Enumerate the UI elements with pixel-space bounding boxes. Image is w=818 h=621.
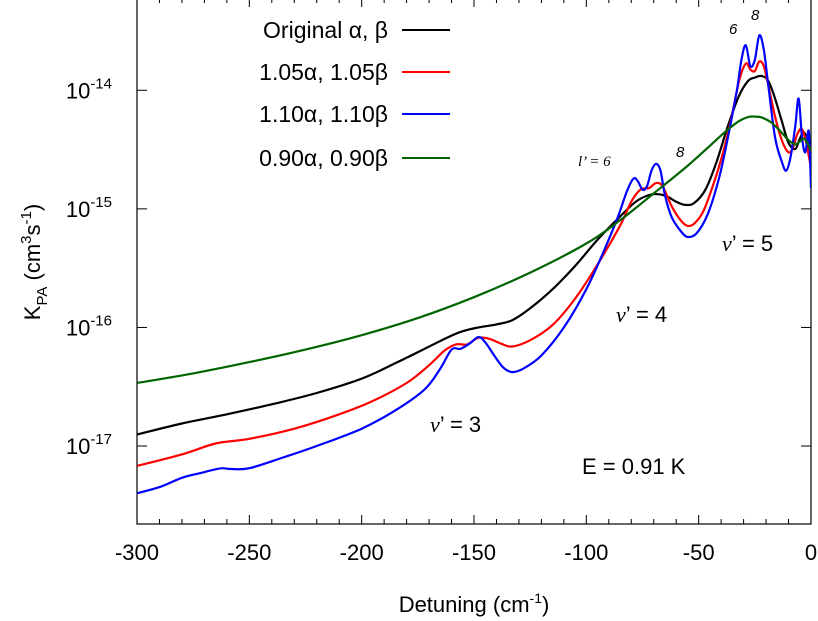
y-axis-title-end: ) xyxy=(20,204,45,211)
legend: Original α, β 1.05α, 1.05β 1.10α, 1.10β … xyxy=(259,17,450,171)
annotation-v4-value: ’ = 4 xyxy=(626,302,667,327)
y-axis-title: KPA (cm3s-1) xyxy=(18,204,51,320)
legend-entry-090: 0.90α, 0.90β xyxy=(259,145,450,171)
x-tick-label: -250 xyxy=(227,540,271,565)
legend-label-105: 1.05α, 1.05β xyxy=(259,59,388,85)
y-tick-label: 10-17 xyxy=(66,431,112,459)
legend-label-090: 0.90α, 0.90β xyxy=(259,145,388,171)
annotation-energy: E = 0.91 K xyxy=(582,454,686,479)
series-line-3 xyxy=(137,115,811,385)
plot-frame xyxy=(136,0,812,525)
x-tick-label: -300 xyxy=(115,540,159,565)
x-axis-title-sup: -1 xyxy=(530,590,543,606)
legend-entry-110: 1.10α, 1.10β xyxy=(259,101,450,127)
series-line-0 xyxy=(137,74,811,436)
y-axis-ticks: 10-17 10-16 10-15 10-14 xyxy=(66,75,811,459)
y-tick-label: 10-15 xyxy=(66,194,112,222)
y-axis-title-sub: PA xyxy=(34,287,51,306)
y-axis-title-sup-b: -1 xyxy=(18,211,35,224)
annotation-v3: v’ = 3 xyxy=(430,412,481,437)
series-line-2 xyxy=(137,34,811,495)
x-axis-title-end: ) xyxy=(542,592,549,617)
legend-label-original: Original α, β xyxy=(263,17,388,43)
x-tick-label: 0 xyxy=(805,540,817,565)
legend-entry-original: Original α, β xyxy=(263,17,450,43)
x-tick-label: -150 xyxy=(452,540,496,565)
x-axis-title: Detuning (cm-1) xyxy=(399,590,550,617)
legend-label-110: 1.10α, 1.10β xyxy=(259,101,388,127)
y-axis-title-sup-a: 3 xyxy=(18,235,35,243)
y-axis-title-main: K xyxy=(20,305,45,320)
annotation-l8-a: 8 xyxy=(676,144,685,161)
y-tick-label: 10-14 xyxy=(66,75,112,103)
annotation-l8-b: 8 xyxy=(751,7,760,24)
y-axis-title-unit-b: s xyxy=(20,224,45,235)
annotation-v5: v’ = 5 xyxy=(722,231,773,256)
series-line-1 xyxy=(137,60,811,467)
x-axis-ticks: -300 -250 -200 -150 -100 -50 0 xyxy=(115,0,817,565)
x-tick-label: -50 xyxy=(683,540,715,565)
annotation-v3-value: ’ = 3 xyxy=(440,412,481,437)
annotation-v5-value: ’ = 5 xyxy=(732,231,773,256)
annotation-v5-symbol: v xyxy=(722,231,732,256)
x-tick-label: -200 xyxy=(340,540,384,565)
y-axis-title-unit-a: (cm xyxy=(20,244,45,287)
y-tick-label: 10-16 xyxy=(66,312,112,340)
annotation-v4-symbol: v xyxy=(616,302,626,327)
annotation-lprime: l’ = 6 xyxy=(578,154,611,170)
annotation-v3-symbol: v xyxy=(430,412,440,437)
annotation-l6-b: 6 xyxy=(729,21,738,38)
x-axis-title-main: Detuning (cm xyxy=(399,592,530,617)
series-lines xyxy=(137,34,811,495)
legend-entry-105: 1.05α, 1.05β xyxy=(259,59,450,85)
x-tick-label: -100 xyxy=(564,540,608,565)
annotation-v4: v’ = 4 xyxy=(616,302,667,327)
